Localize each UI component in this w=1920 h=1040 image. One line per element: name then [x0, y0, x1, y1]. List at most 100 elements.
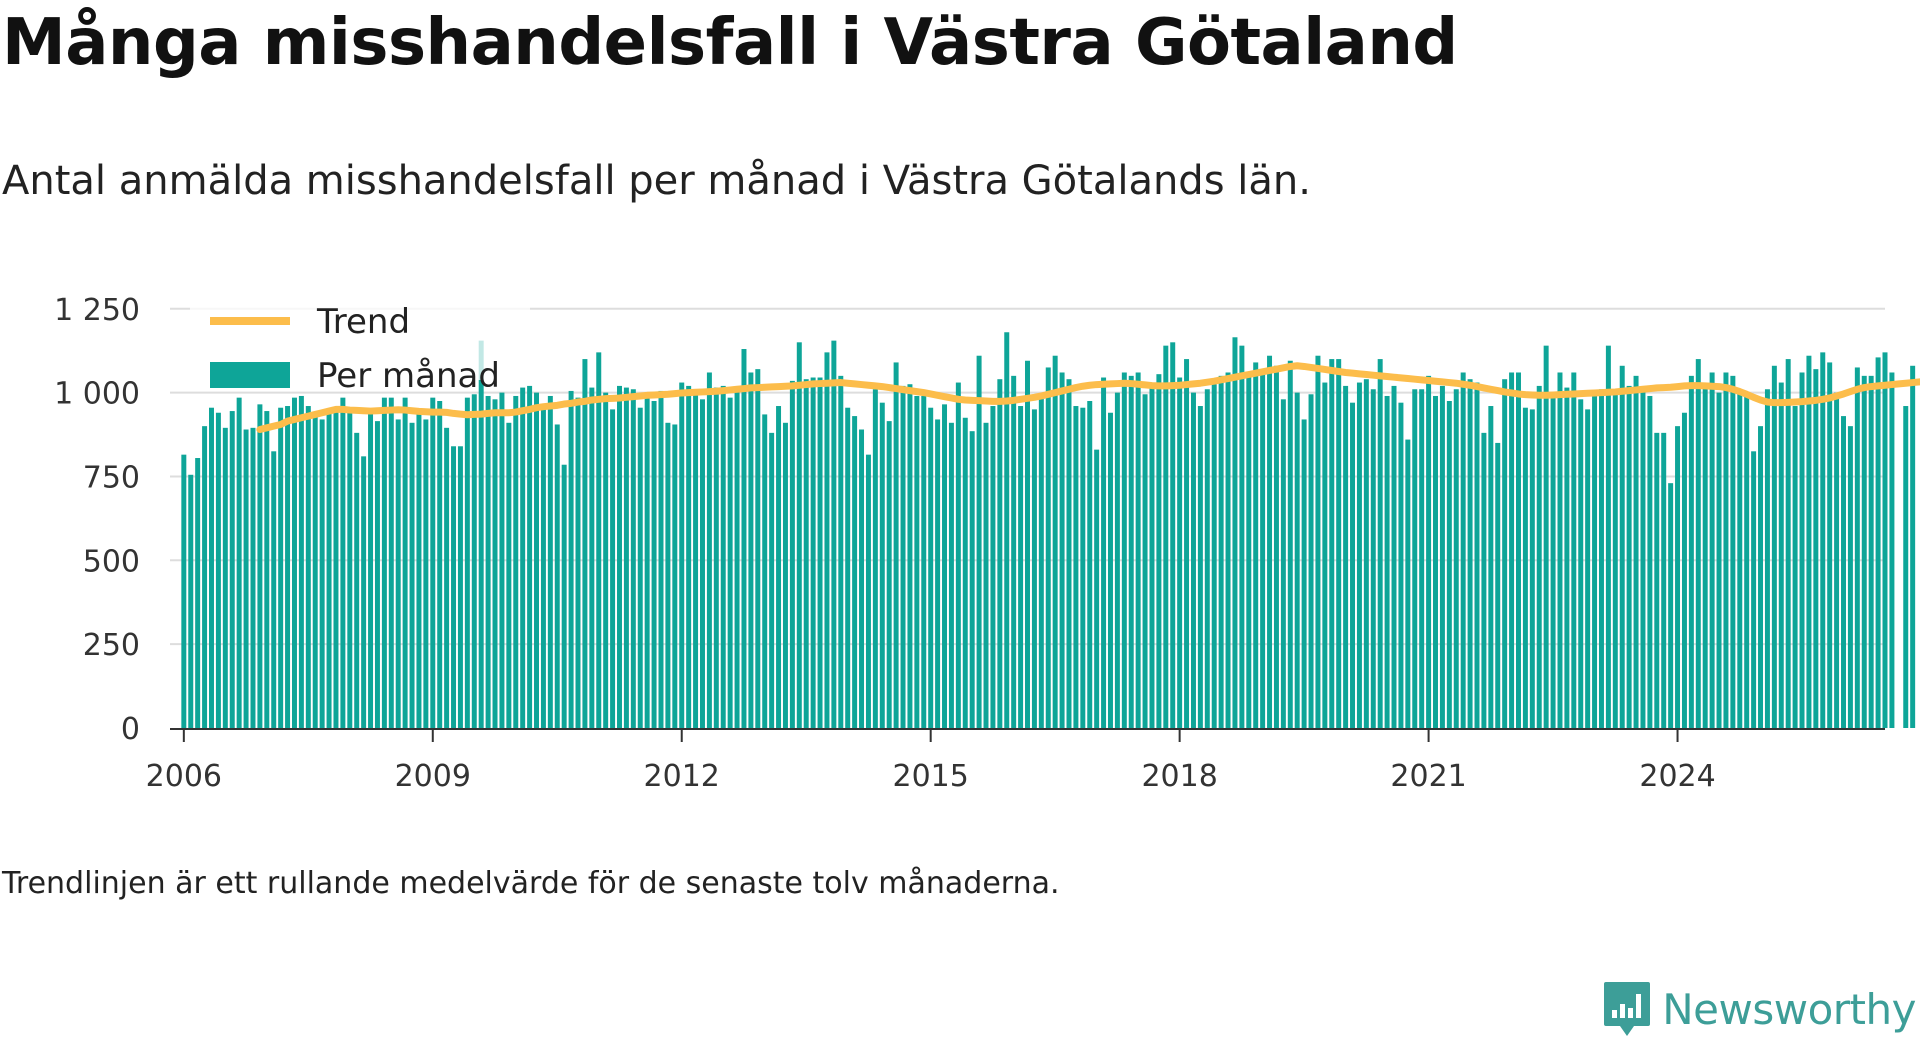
bar	[547, 395, 553, 728]
bar	[540, 404, 546, 728]
bar	[1052, 355, 1058, 728]
bar	[1197, 406, 1203, 728]
bar	[430, 397, 436, 728]
bar	[734, 389, 740, 728]
bar	[1011, 375, 1017, 728]
bar	[278, 407, 284, 728]
bar	[796, 342, 802, 728]
bar	[1619, 365, 1625, 728]
bar	[485, 395, 491, 728]
bar	[416, 414, 422, 728]
bar	[1343, 385, 1349, 728]
bar	[319, 419, 325, 728]
bar	[374, 421, 380, 728]
bar	[1211, 384, 1217, 728]
bar	[1439, 385, 1445, 728]
bar	[1280, 399, 1286, 728]
bar	[865, 454, 871, 728]
bar	[209, 407, 214, 728]
bar	[195, 458, 201, 728]
bar	[1771, 365, 1777, 728]
bar	[1253, 362, 1259, 728]
bar	[1080, 407, 1086, 728]
y-axis-labels: 0 250 500 750 1 000 1 250	[54, 293, 140, 747]
bar	[955, 382, 961, 728]
bar	[596, 352, 602, 728]
bar	[1308, 394, 1314, 728]
bar	[983, 422, 989, 728]
bar	[651, 401, 657, 728]
y-tick-label: 1 250	[54, 293, 140, 328]
bar	[962, 417, 968, 728]
bar	[1868, 375, 1874, 728]
bar	[1799, 372, 1805, 728]
bar	[852, 416, 858, 728]
legend-trend-label: Trend	[316, 302, 410, 342]
bar	[1087, 401, 1093, 728]
bar	[202, 426, 208, 728]
bar	[1273, 365, 1279, 728]
bar	[886, 421, 892, 728]
bar	[1128, 375, 1134, 728]
bar	[1723, 372, 1729, 728]
bar	[520, 387, 526, 728]
bar	[1433, 395, 1438, 728]
bar	[741, 349, 747, 728]
bar	[1578, 399, 1584, 728]
bar	[1543, 345, 1549, 728]
bar	[706, 372, 712, 728]
bar	[1142, 394, 1148, 728]
bar	[1516, 372, 1521, 728]
y-tick-label: 250	[83, 628, 140, 663]
bar	[1377, 359, 1383, 728]
chart-title: Många misshandelsfall i Västra Götaland	[2, 6, 1458, 80]
bar	[423, 419, 429, 728]
bar	[305, 406, 311, 728]
bar	[1557, 372, 1563, 728]
bar	[1260, 372, 1266, 728]
bar	[188, 474, 194, 728]
x-tick-label: 2009	[395, 759, 471, 794]
bar	[437, 401, 443, 728]
bar	[506, 422, 512, 728]
bar	[1363, 379, 1369, 728]
bar	[1301, 419, 1307, 728]
bar	[1481, 432, 1487, 728]
bar	[1190, 392, 1196, 728]
bar	[1350, 402, 1356, 728]
bar	[1453, 389, 1459, 728]
bar	[409, 422, 415, 728]
bar	[222, 427, 228, 728]
bar	[1066, 379, 1072, 728]
bar	[464, 397, 470, 728]
bar	[333, 411, 339, 728]
bar	[713, 387, 719, 728]
bar	[914, 395, 920, 728]
bar	[1695, 359, 1701, 728]
bar	[1536, 385, 1542, 728]
bar	[347, 409, 353, 728]
bar	[1018, 406, 1024, 728]
bar	[1640, 390, 1646, 728]
bar	[1294, 392, 1300, 728]
bar	[1391, 385, 1397, 728]
bar	[727, 397, 733, 728]
bar	[1232, 337, 1238, 728]
bar	[402, 397, 408, 728]
bar	[1758, 426, 1764, 728]
bar	[859, 429, 865, 728]
bar	[298, 395, 304, 728]
bar	[257, 404, 263, 728]
bar	[907, 384, 913, 728]
legend-bars-swatch	[210, 362, 290, 388]
y-tick-label: 1 000	[54, 377, 140, 412]
bar	[935, 419, 941, 728]
bar	[1903, 406, 1909, 728]
bar	[1488, 406, 1494, 728]
bar	[1412, 389, 1418, 728]
bar	[478, 340, 484, 728]
bar	[589, 387, 595, 728]
bar	[1654, 432, 1660, 728]
bar	[1495, 442, 1501, 728]
bar	[976, 355, 982, 728]
